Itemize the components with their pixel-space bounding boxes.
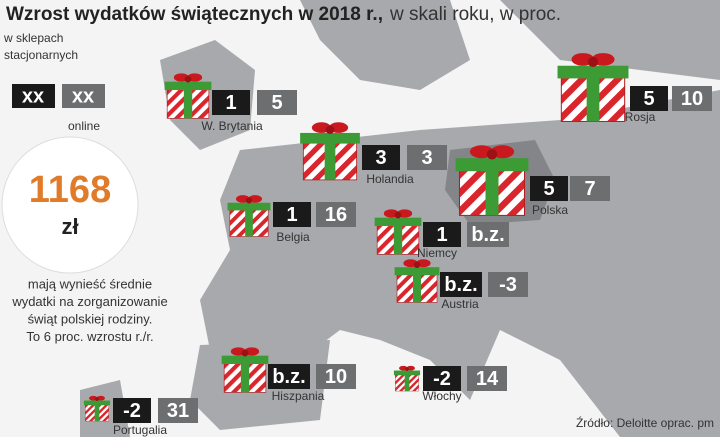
legend-store-box: [12, 84, 55, 108]
online-value: 10: [681, 88, 703, 110]
country-label: Holandia: [366, 172, 414, 186]
store-box: [423, 366, 461, 391]
store-box: [530, 176, 568, 201]
online-box: [570, 176, 610, 201]
store-value: -2: [123, 400, 141, 422]
country-label: Polska: [532, 203, 568, 217]
subtitle: w skali roku, w proc.: [389, 4, 561, 25]
legend-store-label: w sklepach stacjonarnych: [4, 31, 79, 62]
store-box: [212, 90, 250, 115]
store-box: [362, 145, 400, 170]
description-line: świąt polskiej rodziny.: [28, 311, 153, 326]
source: Źródło: Deloitte oprac. pm: [576, 415, 714, 430]
description-line: To 6 proc. wzrostu r./r.: [26, 329, 153, 344]
online-value: 31: [167, 400, 189, 422]
online-box: [407, 145, 447, 170]
country-label: W. Brytania: [201, 119, 263, 133]
country-label: Włochy: [422, 389, 461, 403]
store-box: [630, 86, 668, 111]
online-box: [467, 222, 509, 247]
country-label: Hiszpania: [272, 389, 325, 403]
highlight-amount: 1168: [29, 169, 111, 211]
store-value: 3: [375, 147, 386, 169]
store-value: b.z.: [272, 366, 305, 388]
store-value: b.z.: [444, 274, 477, 296]
online-box: [316, 364, 356, 389]
highlight-circle: [1, 136, 139, 274]
legend-online-sample: xx: [72, 85, 94, 107]
legend-store-wrap: w sklepach stacjonarnych: [4, 31, 79, 62]
title: Wzrost wydatków świątecznych w 2018 r.,: [6, 4, 383, 25]
legend-store-sample: xx: [22, 85, 44, 107]
online-value: 16: [325, 204, 347, 226]
legend-online-box: [62, 84, 105, 108]
store-box: [423, 222, 461, 247]
online-box: [257, 90, 297, 115]
store-value: -2: [433, 368, 451, 390]
online-box: [467, 366, 507, 391]
online-box: [316, 202, 356, 227]
online-value: b.z.: [471, 224, 504, 246]
store-value: 1: [436, 224, 447, 246]
country-label: Austria: [441, 297, 479, 311]
online-box: [672, 86, 712, 111]
online-value: 10: [325, 366, 347, 388]
country-label: Rosja: [625, 110, 656, 124]
highlight-unit: zł: [61, 214, 78, 239]
description-line: wydatki na zorganizowanie: [11, 294, 167, 309]
online-value: 7: [584, 178, 595, 200]
online-value: 5: [271, 92, 282, 114]
store-box: [440, 272, 482, 297]
country-label: Portugalia: [113, 423, 167, 437]
country-label: Belgia: [276, 230, 310, 244]
online-box: [488, 272, 528, 297]
online-value: 3: [421, 147, 432, 169]
store-value: 5: [543, 178, 554, 200]
online-box: [158, 398, 198, 423]
store-box: [273, 202, 311, 227]
legend-online-label: online: [68, 119, 100, 133]
store-value: 5: [643, 88, 654, 110]
store-box: [113, 398, 151, 423]
description-line: mają wynieść średnie: [28, 276, 152, 291]
store-value: 1: [286, 204, 297, 226]
store-box: [268, 364, 310, 389]
country-label: Niemcy: [417, 246, 457, 260]
store-value: 1: [225, 92, 236, 114]
online-value: -3: [499, 274, 517, 296]
online-value: 14: [476, 368, 499, 390]
